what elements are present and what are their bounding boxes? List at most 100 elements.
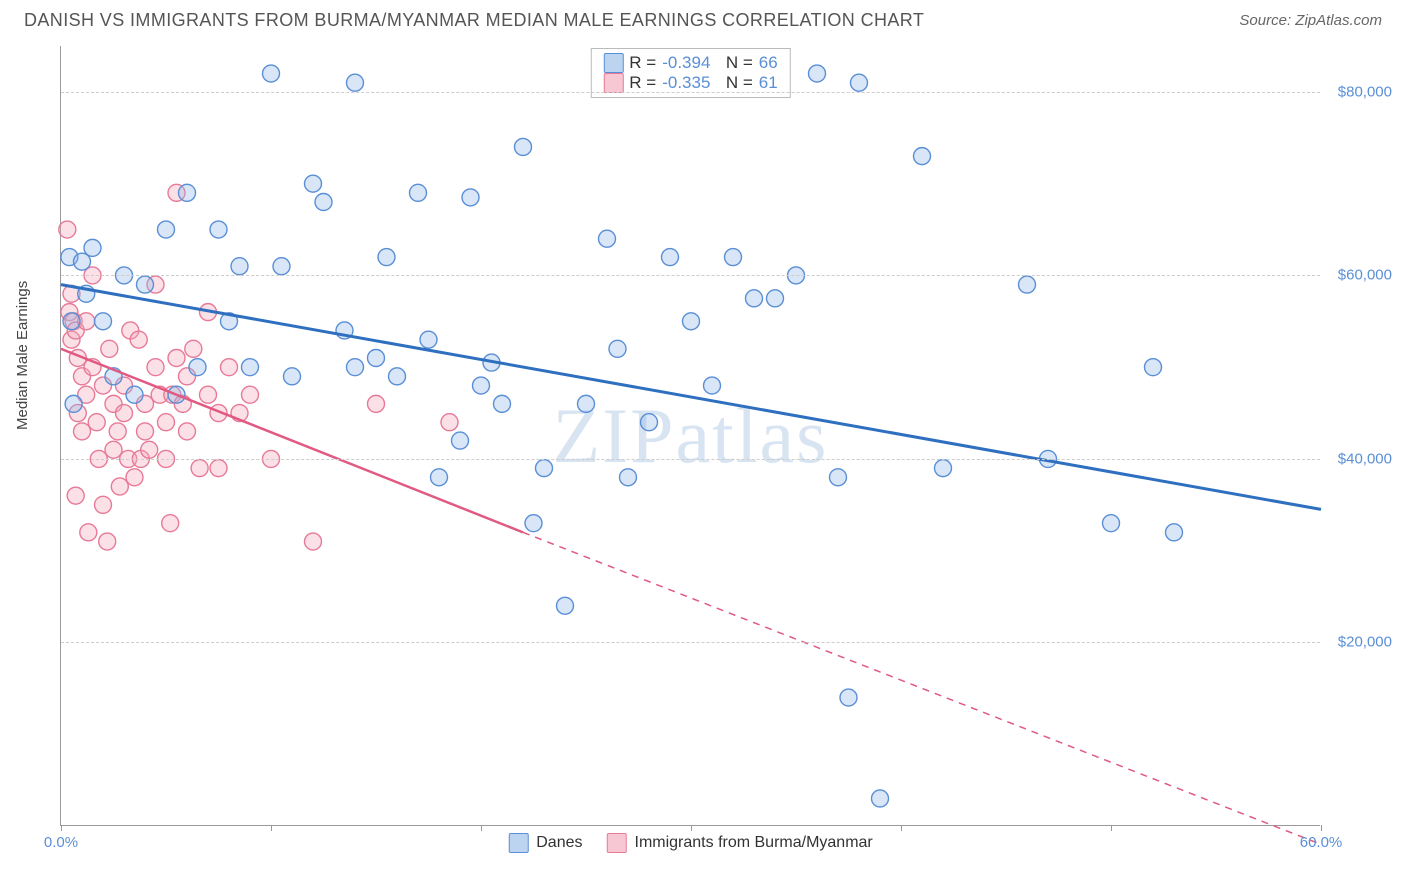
gridline bbox=[61, 92, 1320, 93]
gridline bbox=[61, 275, 1320, 276]
data-point bbox=[368, 395, 385, 412]
data-point bbox=[347, 74, 364, 91]
data-point bbox=[179, 184, 196, 201]
data-point bbox=[494, 395, 511, 412]
data-point bbox=[74, 423, 91, 440]
data-point bbox=[185, 340, 202, 357]
data-point bbox=[389, 368, 406, 385]
data-point bbox=[63, 313, 80, 330]
data-point bbox=[767, 290, 784, 307]
data-point bbox=[137, 423, 154, 440]
data-point bbox=[1103, 515, 1120, 532]
data-point bbox=[111, 478, 128, 495]
data-point bbox=[242, 359, 259, 376]
x-tick bbox=[1111, 825, 1112, 831]
data-point bbox=[704, 377, 721, 394]
data-point bbox=[851, 74, 868, 91]
x-tick-label-end: 60.0% bbox=[1300, 834, 1343, 851]
data-point bbox=[473, 377, 490, 394]
legend-item-immigrants: Immigrants from Burma/Myanmar bbox=[606, 833, 872, 853]
y-axis-label: Median Male Earnings bbox=[14, 281, 31, 430]
data-point bbox=[231, 258, 248, 275]
data-point bbox=[557, 597, 574, 614]
data-point bbox=[141, 441, 158, 458]
chart-header: DANISH VS IMMIGRANTS FROM BURMA/MYANMAR … bbox=[0, 0, 1406, 37]
data-point bbox=[200, 386, 217, 403]
data-point bbox=[378, 249, 395, 266]
data-point bbox=[347, 359, 364, 376]
x-tick bbox=[61, 825, 62, 831]
data-point bbox=[830, 469, 847, 486]
y-tick-label: $40,000 bbox=[1338, 450, 1392, 467]
data-point bbox=[263, 65, 280, 82]
data-point bbox=[305, 175, 322, 192]
data-point bbox=[431, 469, 448, 486]
data-point bbox=[662, 249, 679, 266]
data-point bbox=[441, 414, 458, 431]
data-point bbox=[137, 276, 154, 293]
data-point bbox=[420, 331, 437, 348]
gridline bbox=[61, 459, 1320, 460]
data-point bbox=[158, 414, 175, 431]
x-tick bbox=[481, 825, 482, 831]
data-point bbox=[116, 405, 133, 422]
swatch-pink-icon bbox=[603, 73, 623, 93]
data-point bbox=[683, 313, 700, 330]
data-point bbox=[840, 689, 857, 706]
data-point bbox=[168, 350, 185, 367]
swatch-blue-icon bbox=[603, 53, 623, 73]
data-point bbox=[65, 395, 82, 412]
data-point bbox=[1145, 359, 1162, 376]
x-tick bbox=[1321, 825, 1322, 831]
data-point bbox=[515, 138, 532, 155]
data-point bbox=[620, 469, 637, 486]
data-point bbox=[189, 359, 206, 376]
data-point bbox=[273, 258, 290, 275]
legend-row-danes: R = -0.394 N = 66 bbox=[603, 53, 777, 73]
data-point bbox=[67, 487, 84, 504]
data-point bbox=[126, 386, 143, 403]
data-point bbox=[210, 221, 227, 238]
data-point bbox=[1166, 524, 1183, 541]
data-point bbox=[914, 148, 931, 165]
legend-row-immigrants: R = -0.335 N = 61 bbox=[603, 73, 777, 93]
data-point bbox=[641, 414, 658, 431]
data-point bbox=[109, 423, 126, 440]
data-point bbox=[162, 515, 179, 532]
chart-title: DANISH VS IMMIGRANTS FROM BURMA/MYANMAR … bbox=[24, 10, 924, 31]
chart-source: Source: ZipAtlas.com bbox=[1239, 12, 1382, 29]
data-point bbox=[609, 340, 626, 357]
data-point bbox=[452, 432, 469, 449]
chart-plot-area: ZIPatlas R = -0.394 N = 66 R = -0.335 N … bbox=[60, 46, 1320, 826]
data-point bbox=[95, 313, 112, 330]
data-point bbox=[462, 189, 479, 206]
data-point bbox=[315, 194, 332, 211]
x-tick bbox=[691, 825, 692, 831]
data-point bbox=[536, 460, 553, 477]
correlation-legend: R = -0.394 N = 66 R = -0.335 N = 61 bbox=[590, 48, 790, 98]
data-point bbox=[746, 290, 763, 307]
swatch-blue-icon bbox=[508, 833, 528, 853]
data-point bbox=[126, 469, 143, 486]
data-point bbox=[147, 359, 164, 376]
data-point bbox=[578, 395, 595, 412]
data-point bbox=[179, 423, 196, 440]
data-point bbox=[95, 496, 112, 513]
data-point bbox=[101, 340, 118, 357]
swatch-pink-icon bbox=[606, 833, 626, 853]
data-point bbox=[284, 368, 301, 385]
data-point bbox=[872, 790, 889, 807]
data-point bbox=[809, 65, 826, 82]
data-point bbox=[725, 249, 742, 266]
data-point bbox=[525, 515, 542, 532]
y-tick-label: $80,000 bbox=[1338, 83, 1392, 100]
data-point bbox=[221, 359, 238, 376]
scatter-svg bbox=[61, 46, 1320, 825]
x-tick bbox=[271, 825, 272, 831]
data-point bbox=[410, 184, 427, 201]
data-point bbox=[191, 460, 208, 477]
series-legend: Danes Immigrants from Burma/Myanmar bbox=[508, 833, 873, 853]
data-point bbox=[935, 460, 952, 477]
x-tick-label-start: 0.0% bbox=[44, 834, 78, 851]
y-tick-label: $20,000 bbox=[1338, 634, 1392, 651]
